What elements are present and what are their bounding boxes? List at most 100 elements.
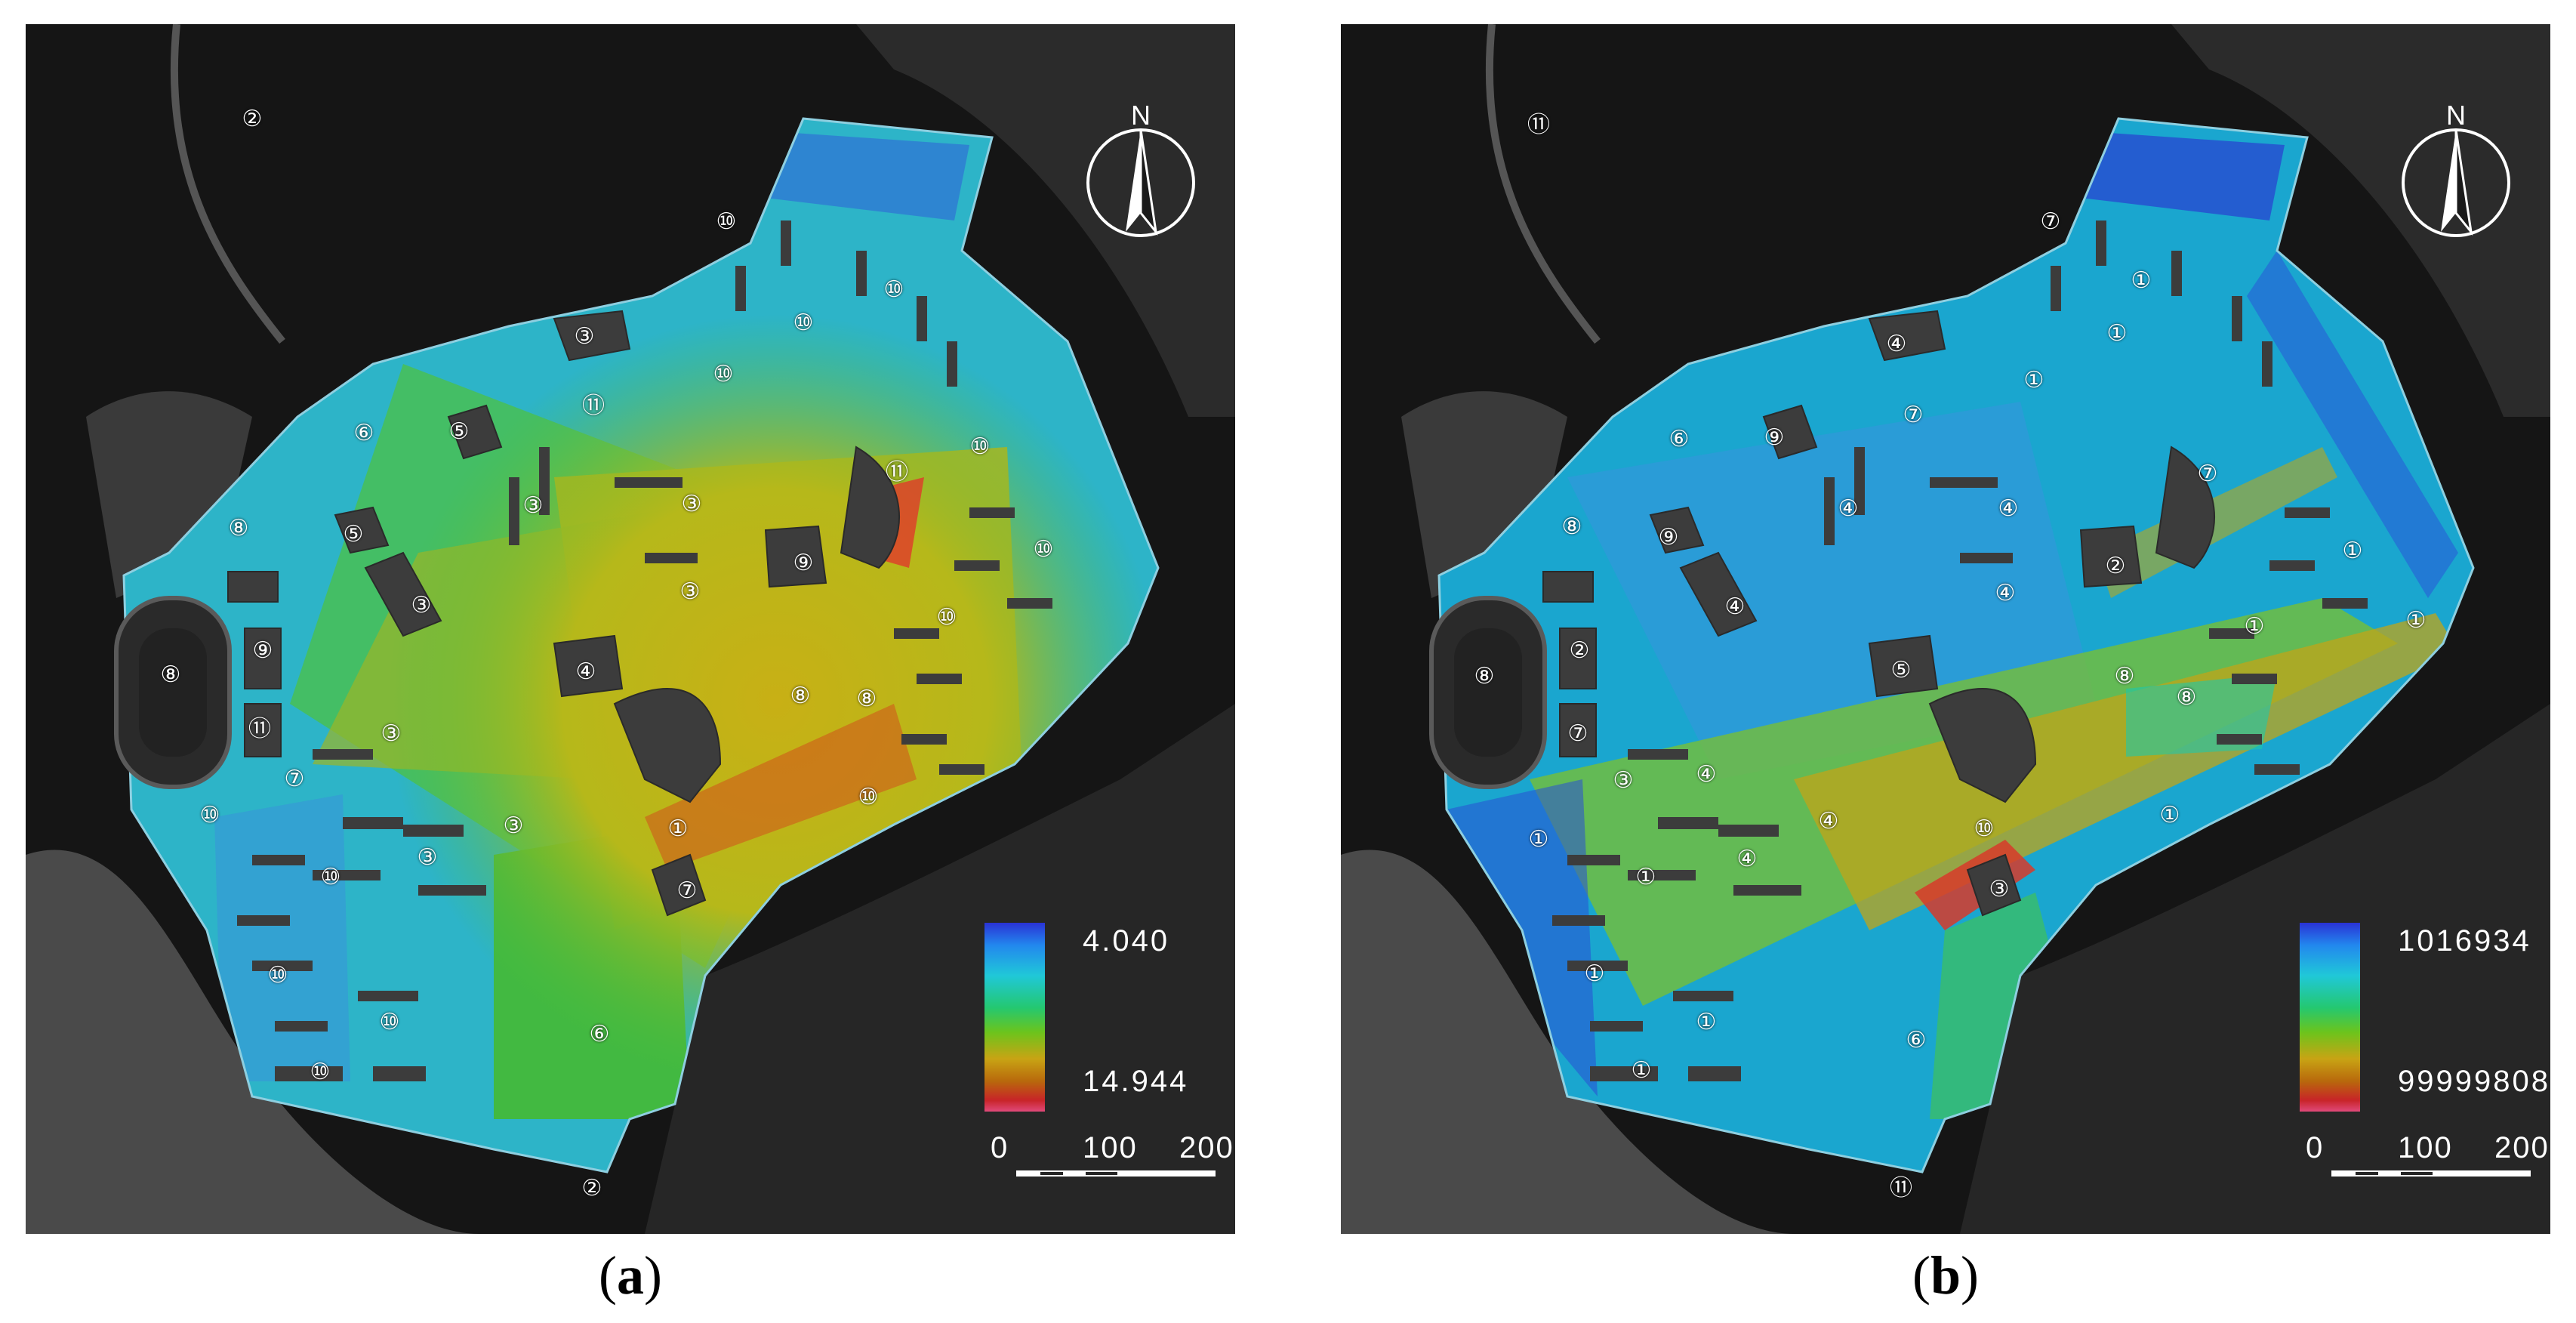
north-arrow-a: N xyxy=(1084,100,1197,243)
zone-label: ① xyxy=(2023,367,2044,393)
zone-label: ③ xyxy=(681,491,702,517)
zone-label: ⑤ xyxy=(343,521,364,547)
zone-label: ① xyxy=(1635,864,1656,890)
zone-label: ④ xyxy=(575,658,596,685)
north-arrow-icon xyxy=(1086,128,1195,237)
zone-label: ② xyxy=(581,1175,602,1201)
zone-label: ⑪ xyxy=(1890,1175,1912,1201)
zone-label: ① xyxy=(667,816,689,842)
zone-label: ③ xyxy=(503,813,524,839)
zone-label: ⑪ xyxy=(582,393,605,419)
zone-label: ⑩ xyxy=(379,1009,400,1035)
north-arrow-b: N xyxy=(2399,100,2513,243)
zone-label: ② xyxy=(1569,637,1590,664)
zone-label: ② xyxy=(242,106,263,132)
zone-label: ⑩ xyxy=(969,433,991,460)
map-panel-a: ② ⑩ ⑩ ⑩ ③ ⑩ ⑪ ⑤ ⑥ ⑩ ⑪ ③ ③ ⑧ ⑤ ⑩ ⑨ ③ ③ ⑩ ⑨ ④ ⑧ ⑧ ⑧ ⑪ ③ ⑦ ⑩ ⑩ ① ③ ③ ⑩ ⑦ ⑩ ⑩ ⑥ ⑩ ②… xyxy=(26,24,1235,1234)
scale-label-0: 0 xyxy=(2306,1131,2325,1164)
zone-label: ④ xyxy=(1886,331,1907,357)
zone-label: ⑩ xyxy=(320,864,341,890)
zone-label: ⑤ xyxy=(448,418,470,445)
zone-label: ⑩ xyxy=(1974,816,1995,842)
zone-label: ⑧ xyxy=(1474,663,1495,689)
zone-label: ⑩ xyxy=(883,276,904,303)
zone-label: ⑨ xyxy=(252,637,273,664)
legend-color-ramp-a xyxy=(984,923,1045,1112)
zone-label: ③ xyxy=(574,323,595,350)
sports-track-a xyxy=(114,596,232,789)
zone-label: ⑩ xyxy=(199,802,220,828)
zone-label: ⑦ xyxy=(676,877,698,904)
zone-label: ⑨ xyxy=(1764,424,1785,451)
scale-bar-graphic xyxy=(1016,1170,1216,1177)
panel-caption-a: (a) xyxy=(599,1245,662,1306)
zone-label: ③ xyxy=(417,844,438,871)
zone-label: ⑩ xyxy=(793,310,814,336)
zone-label: ⑧ xyxy=(1561,513,1582,540)
zone-label: ① xyxy=(1584,961,1605,987)
zone-label: ⑪ xyxy=(1527,112,1550,138)
zone-label: ① xyxy=(2106,320,2128,347)
zone-label: ⑩ xyxy=(858,784,879,810)
zone-label: ① xyxy=(2131,267,2152,294)
scale-bar-a: 0 100 200 xyxy=(977,1131,1233,1184)
zone-label: ⑦ xyxy=(1567,720,1588,747)
zone-label: ④ xyxy=(1998,495,2019,522)
zone-label: ⑩ xyxy=(936,604,957,631)
zone-label: ⑧ xyxy=(2176,684,2197,711)
north-label: N xyxy=(1131,100,1151,131)
zone-label: ⑦ xyxy=(2197,461,2218,487)
scale-label-100: 100 xyxy=(1083,1131,1138,1164)
zone-label: ④ xyxy=(1696,761,1717,788)
zone-label: ④ xyxy=(1724,594,1746,620)
scale-label-200: 200 xyxy=(1179,1131,1234,1164)
zone-label: ⑧ xyxy=(790,683,811,709)
scale-label-100: 100 xyxy=(2398,1131,2453,1164)
zone-label: ⑩ xyxy=(1033,536,1054,563)
zone-label: ④ xyxy=(1995,580,2016,606)
scale-bar-graphic xyxy=(2331,1170,2531,1177)
zone-label: ⑥ xyxy=(353,420,374,446)
scale-label-0: 0 xyxy=(991,1131,1009,1164)
zone-label: ① xyxy=(2342,538,2363,564)
zone-label: ① xyxy=(1528,826,1549,853)
zone-label: ④ xyxy=(1838,495,1859,522)
zone-label: ⑧ xyxy=(2114,663,2135,689)
heatmap-b xyxy=(1341,24,2550,1234)
zone-label: ⑥ xyxy=(1906,1027,1927,1053)
zone-label: ③ xyxy=(1613,767,1634,794)
zone-label: ① xyxy=(2244,613,2265,640)
zone-label: ⑪ xyxy=(886,459,908,486)
legend-min-value-a: 14.944 xyxy=(1083,1065,1189,1098)
sports-track-b xyxy=(1429,596,1547,789)
zone-label: ⑦ xyxy=(2040,208,2061,235)
zone-label: ④ xyxy=(1736,846,1758,872)
zone-label: ③ xyxy=(1989,876,2010,902)
zone-label: ③ xyxy=(411,592,432,618)
zone-label: ⑩ xyxy=(310,1059,331,1085)
zone-label: ① xyxy=(2159,802,2180,828)
zone-label: ③ xyxy=(679,578,701,605)
zone-label: ⑤ xyxy=(1890,657,1912,683)
zone-label: ④ xyxy=(1818,808,1839,834)
scale-bar-b: 0 100 200 xyxy=(2292,1131,2548,1184)
zone-label: ① xyxy=(2405,607,2427,634)
legend-max-value-b: 1016934 xyxy=(2398,924,2531,958)
zone-label: ⑩ xyxy=(716,208,737,235)
heatmap-a xyxy=(26,24,1235,1234)
zone-label: ⑪ xyxy=(248,716,271,742)
zone-label: ① xyxy=(1696,1009,1717,1035)
zone-label: ⑧ xyxy=(228,515,249,541)
north-arrow-icon xyxy=(2402,128,2510,237)
zone-label: ⑥ xyxy=(589,1021,610,1047)
zone-label: ⑦ xyxy=(1903,402,1924,428)
zone-label: ⑨ xyxy=(1658,524,1679,550)
zone-label: ⑦ xyxy=(284,766,305,792)
legend-max-value-a: 4.040 xyxy=(1083,924,1170,958)
zone-label: ⑥ xyxy=(1669,426,1690,452)
zone-label: ① xyxy=(1631,1057,1652,1084)
zone-label: ② xyxy=(2105,553,2126,579)
zone-label: ③ xyxy=(522,492,544,519)
legend-min-value-b: 99999808 xyxy=(2398,1065,2550,1098)
